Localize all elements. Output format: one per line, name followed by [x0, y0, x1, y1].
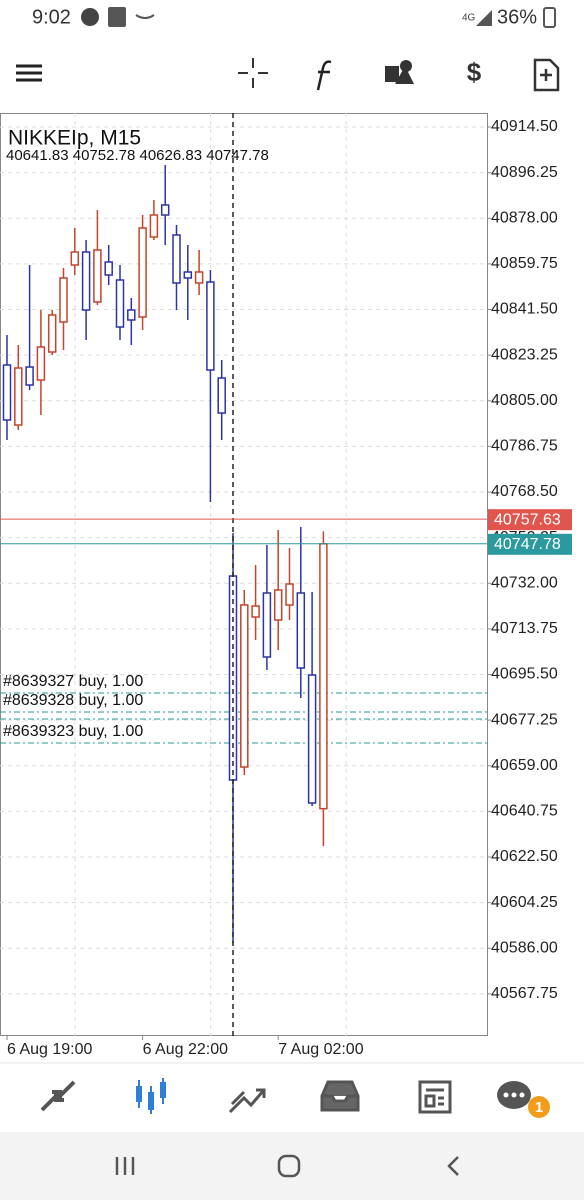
candle-body [262, 592, 272, 658]
news-tab[interactable] [418, 1080, 452, 1114]
candle-body [14, 367, 23, 426]
y-tick-label: 40695.50 [491, 666, 558, 683]
y-tick-label: 40786.75 [491, 438, 558, 455]
order-label: #8639328 buy, 1.00 [3, 692, 143, 709]
candle-body [240, 604, 249, 768]
ohlc-info: 40641.83 40752.78 40626.83 40747.78 [6, 147, 269, 164]
ohlc-open: 40641.83 [6, 147, 69, 164]
y-tick-label: 40768.50 [491, 483, 558, 500]
crosshair-button[interactable] [238, 58, 268, 88]
chart-layer: #8639327 buy, 1.00 #8639328 buy, 1.00 #863… [0, 113, 491, 1040]
bottom-nav [0, 1063, 584, 1132]
status-icon [135, 14, 155, 19]
candle-body [47, 314, 57, 353]
candle-body [36, 346, 46, 381]
candle-body [172, 234, 181, 284]
status-icon [81, 8, 99, 26]
candle-body [149, 214, 159, 238]
candle-body [160, 204, 170, 216]
ohlc-low: 40626.83 [140, 147, 203, 164]
ohlc-close: 40747.78 [206, 147, 269, 164]
y-tick-label: 40677.25 [491, 711, 558, 728]
plot-frame [0, 113, 488, 1036]
candle-body [285, 583, 294, 606]
price-label-box [488, 509, 572, 531]
candle-body [70, 251, 80, 266]
candle-body [319, 543, 328, 810]
status-time: 9:02 [32, 6, 71, 28]
order-label: #8639323 buy, 1.00 [3, 723, 143, 740]
recents-button[interactable] [115, 1157, 135, 1175]
status-battery: 36% [497, 6, 537, 28]
history-tab[interactable] [320, 1080, 360, 1112]
indicators-button[interactable] [316, 60, 332, 91]
y-tick-label: 40640.75 [491, 803, 558, 820]
y-tick-label: 40823.25 [491, 346, 558, 363]
axis-labels: 40914.50 40896.25 40878.00 40859.75 40841.50… [7, 118, 558, 1058]
back-button[interactable] [447, 1156, 459, 1176]
candle-body [307, 674, 317, 804]
menu-button[interactable] [16, 64, 42, 82]
order-label: #8639327 buy, 1.00 [3, 673, 143, 690]
candle-body [251, 605, 260, 618]
candle-body [93, 249, 102, 303]
candle-body [206, 281, 215, 371]
y-tick-label: 40567.75 [491, 985, 558, 1002]
candle-body [273, 589, 283, 621]
new-order-button[interactable] [533, 58, 560, 92]
y-tick-label: 40713.75 [491, 620, 558, 637]
candle-body [296, 592, 306, 669]
x-tick-label: 6 Aug 22:00 [143, 1041, 229, 1058]
candle-body [115, 279, 125, 328]
candle-body [25, 366, 34, 386]
ohlc-high: 40752.78 [73, 147, 136, 164]
candle-body [138, 227, 147, 318]
trade-button[interactable]: $ [467, 57, 482, 87]
candle-body [81, 251, 91, 311]
badge-count: 1 [535, 1099, 543, 1116]
candle-body [59, 277, 68, 323]
trade-tab[interactable] [228, 1088, 266, 1114]
status-network: 4G [462, 13, 476, 24]
messages-tab[interactable] [497, 1081, 531, 1109]
y-tick-label: 40732.00 [491, 574, 558, 591]
price-label: 40747.78 [494, 536, 561, 553]
y-tick-label: 40659.00 [491, 757, 558, 774]
candle-body [2, 364, 12, 421]
x-tick-label: 6 Aug 19:00 [7, 1041, 93, 1058]
y-tick-label: 40896.25 [491, 164, 558, 181]
candle-body [183, 271, 193, 279]
chart-tab[interactable] [136, 1078, 166, 1114]
quotes-tab[interactable] [40, 1080, 76, 1112]
candle-body [127, 309, 136, 321]
chart-title: NIKKEIp, M15 [8, 127, 141, 150]
signal-icon [476, 10, 492, 26]
objects-button[interactable] [385, 60, 414, 84]
home-button[interactable] [277, 1154, 301, 1178]
candle-body [217, 377, 226, 414]
system-nav [0, 1132, 584, 1200]
candle-body [194, 271, 204, 284]
y-tick-label: 40604.25 [491, 894, 558, 911]
y-tick-label: 40878.00 [491, 209, 558, 226]
price-label: 40757.63 [494, 511, 561, 528]
candle-body [228, 575, 238, 781]
badge [528, 1096, 550, 1118]
y-tick-label: 40805.00 [491, 392, 558, 409]
y-tick-label: 40859.75 [491, 255, 558, 272]
status-icon [108, 7, 126, 27]
y-tick-label: 40586.00 [491, 939, 558, 956]
price-label-box [488, 533, 572, 555]
y-tick-label: 40622.50 [491, 848, 558, 865]
y-tick-label: 40841.50 [491, 301, 558, 318]
svg-text:$: $ [467, 57, 482, 87]
y-tick-label: 40914.50 [491, 118, 558, 135]
candle-body [104, 261, 113, 276]
x-tick-label: 7 Aug 02:00 [278, 1041, 364, 1058]
battery-icon [543, 7, 556, 28]
